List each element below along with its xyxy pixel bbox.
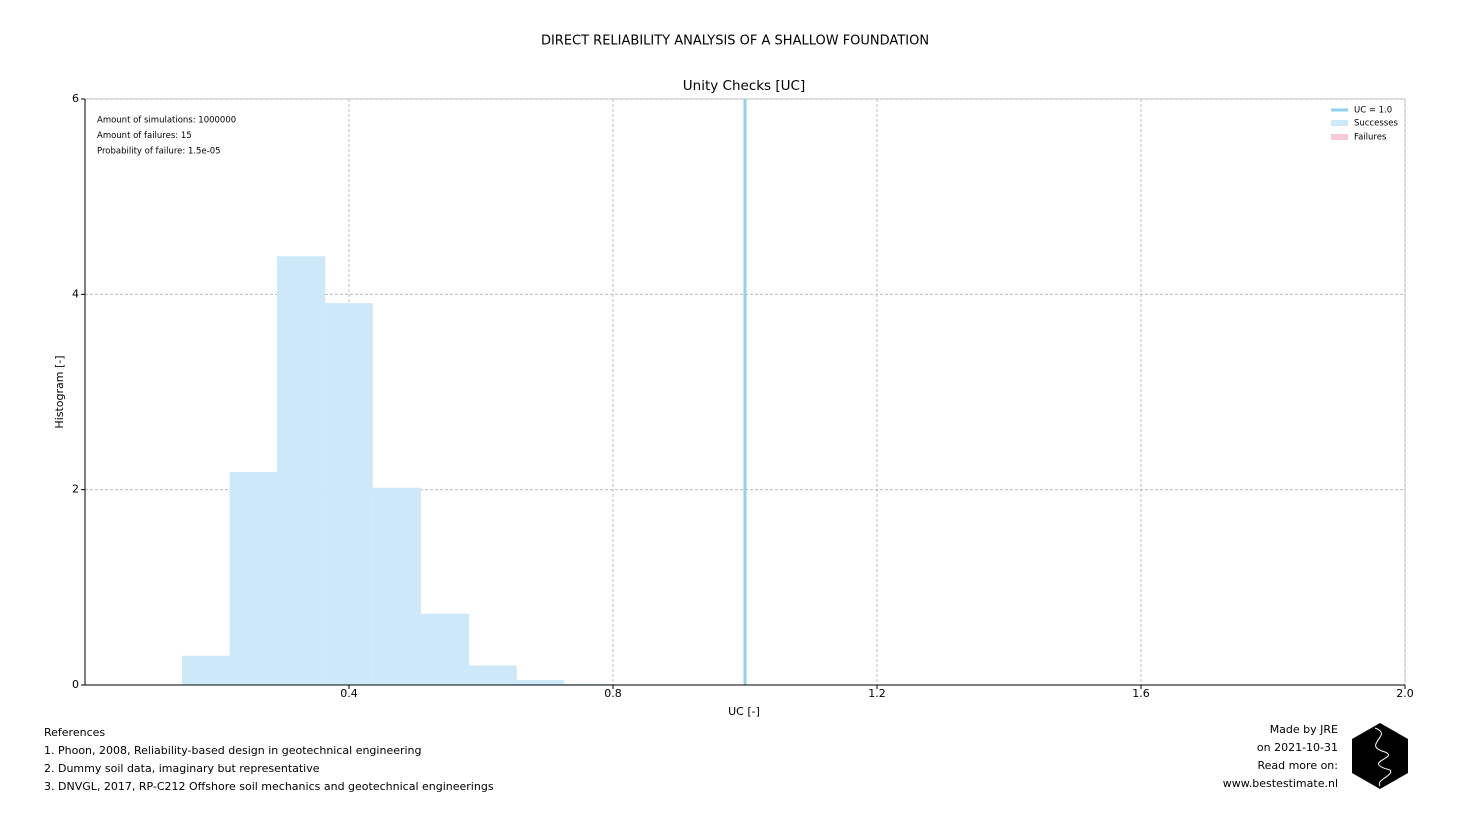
legend-label: UC = 1.0 (1354, 106, 1392, 116)
reference-text: References (44, 726, 105, 739)
y-tick-label: 4 (72, 287, 79, 300)
reference-text: 3. DNVGL, 2017, RP-C212 Offshore soil me… (44, 780, 494, 793)
y-tick-label: 6 (72, 92, 79, 105)
histogram-bar (277, 256, 326, 685)
histogram-bar (516, 680, 565, 685)
reference-text: 2. Dummy soil data, imaginary but repres… (44, 762, 320, 775)
x-tick-label: 0.8 (604, 687, 622, 700)
legend-label: Successes (1354, 119, 1398, 129)
chart-title: DIRECT RELIABILITY ANALYSIS OF A SHALLOW… (541, 34, 929, 49)
credit-text: on 2021-10-31 (1257, 741, 1338, 754)
x-tick-label: 2.0 (1396, 687, 1414, 700)
histogram-bar (182, 655, 230, 685)
x-tick-label: 1.2 (868, 687, 886, 700)
credit-text: Read more on: (1257, 759, 1338, 772)
histogram-bar (372, 487, 421, 685)
logo-squiggle (1374, 727, 1392, 787)
x-tick-label: 0.4 (340, 687, 358, 700)
legend-swatch (1331, 134, 1348, 140)
annotation: Amount of failures: 15 (97, 131, 192, 141)
histogram-bar (325, 303, 373, 685)
legend-label: Failures (1354, 133, 1387, 143)
credit-text: www.bestestimate.nl (1223, 777, 1338, 790)
y-axis-label: Histogram [-] (53, 355, 66, 428)
legend-swatch (1331, 120, 1348, 126)
histogram-bar (229, 472, 278, 685)
y-tick-label: 0 (72, 678, 79, 691)
logo (1352, 723, 1408, 789)
histogram-bar (469, 665, 517, 685)
annotation: Amount of simulations: 1000000 (97, 116, 236, 126)
annotation: Probability of failure: 1.5e-05 (97, 147, 221, 157)
credit-text: Made by JRE (1270, 723, 1338, 736)
x-tick-label: 1.6 (1132, 687, 1150, 700)
histogram-bar (420, 613, 470, 685)
chart-subtitle: Unity Checks [UC] (683, 78, 805, 94)
y-tick-label: 2 (72, 483, 79, 496)
reference-text: 1. Phoon, 2008, Reliability-based design… (44, 744, 422, 757)
x-axis-label: UC [-] (728, 705, 760, 718)
